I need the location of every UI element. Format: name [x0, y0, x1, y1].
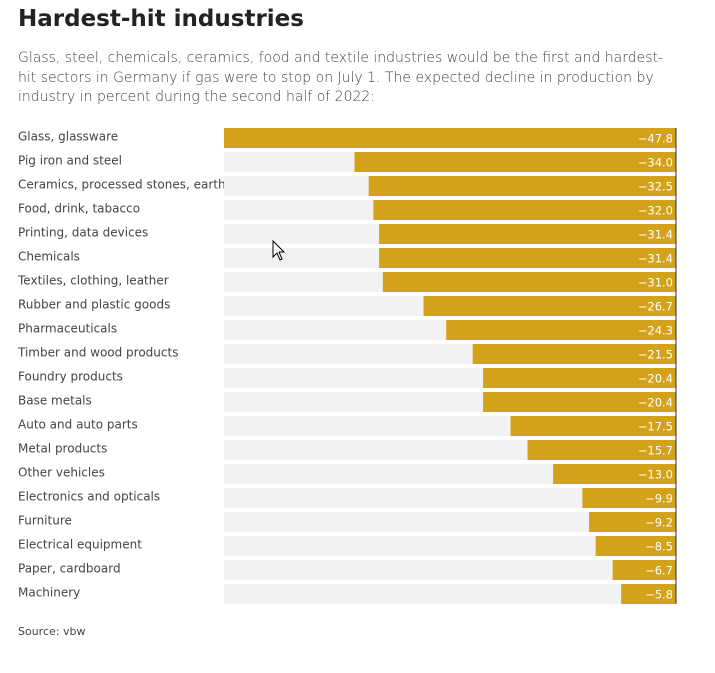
- bar: [368, 176, 676, 196]
- category-label: Ceramics, processed stones, earths: [18, 178, 232, 192]
- value-label: −26.7: [638, 300, 673, 314]
- value-label: −9.2: [645, 516, 673, 530]
- bar: [510, 416, 676, 436]
- value-label: −31.4: [638, 228, 673, 242]
- bar: [354, 152, 676, 172]
- bar: [527, 440, 676, 460]
- bar-background: [224, 488, 676, 508]
- category-label: Pharmaceuticals: [18, 322, 117, 336]
- value-label: −13.0: [638, 468, 673, 482]
- bar: [379, 224, 676, 244]
- bar: [373, 200, 676, 220]
- value-label: −24.3: [638, 324, 673, 338]
- bar: [589, 512, 676, 532]
- bar-background: [224, 584, 676, 604]
- value-label: −5.8: [645, 588, 673, 602]
- value-label: −17.5: [638, 420, 673, 434]
- value-label: −31.0: [638, 276, 673, 290]
- category-label: Other vehicles: [18, 466, 105, 480]
- category-label: Base metals: [18, 394, 92, 408]
- value-label: −32.5: [638, 180, 673, 194]
- category-label: Paper, cardboard: [18, 562, 121, 576]
- category-label: Foundry products: [18, 370, 123, 384]
- value-label: −20.4: [638, 372, 673, 386]
- cursor: [272, 239, 286, 261]
- category-label: Auto and auto parts: [18, 418, 138, 432]
- bar: [472, 344, 676, 364]
- category-label: Furniture: [18, 514, 72, 528]
- bar: [423, 296, 676, 316]
- category-label: Machinery: [18, 586, 80, 600]
- bar: [382, 272, 676, 292]
- category-label: Electronics and opticals: [18, 490, 160, 504]
- value-label: −31.4: [638, 252, 673, 266]
- bar: [612, 560, 676, 580]
- bar: [224, 128, 676, 148]
- bar: [595, 536, 676, 556]
- value-label: −21.5: [638, 348, 673, 362]
- value-label: −34.0: [638, 156, 673, 170]
- bar: [483, 368, 676, 388]
- chart-subtitle: Glass, steel, chemicals, ceramics, food …: [18, 50, 664, 105]
- category-label: Timber and wood products: [17, 346, 178, 360]
- category-label: Metal products: [18, 442, 107, 456]
- bar: [446, 320, 676, 340]
- bar: [379, 248, 676, 268]
- bar: [582, 488, 676, 508]
- value-label: −32.0: [638, 204, 673, 218]
- category-label: Textiles, clothing, leather: [17, 274, 169, 288]
- category-label: Electrical equipment: [18, 538, 142, 552]
- bar-background: [224, 560, 676, 580]
- category-label: Pig iron and steel: [18, 154, 122, 168]
- value-label: −20.4: [638, 396, 673, 410]
- category-label: Rubber and plastic goods: [18, 298, 170, 312]
- category-label: Chemicals: [18, 250, 80, 264]
- category-label: Printing, data devices: [18, 226, 148, 240]
- bar: [553, 464, 676, 484]
- chart-title: Hardest-hit industries: [18, 6, 304, 32]
- bar: [483, 392, 676, 412]
- bar-background: [224, 536, 676, 556]
- category-label: Glass, glassware: [18, 130, 118, 144]
- value-label: −47.8: [638, 132, 673, 146]
- value-label: −8.5: [645, 540, 673, 554]
- bar: [621, 584, 676, 604]
- bar-background: [224, 512, 676, 532]
- category-label: Food, drink, tabacco: [18, 202, 140, 216]
- source: Source: vbw: [18, 625, 85, 638]
- value-label: −6.7: [645, 564, 673, 578]
- value-label: −9.9: [645, 492, 673, 506]
- value-label: −15.7: [638, 444, 673, 458]
